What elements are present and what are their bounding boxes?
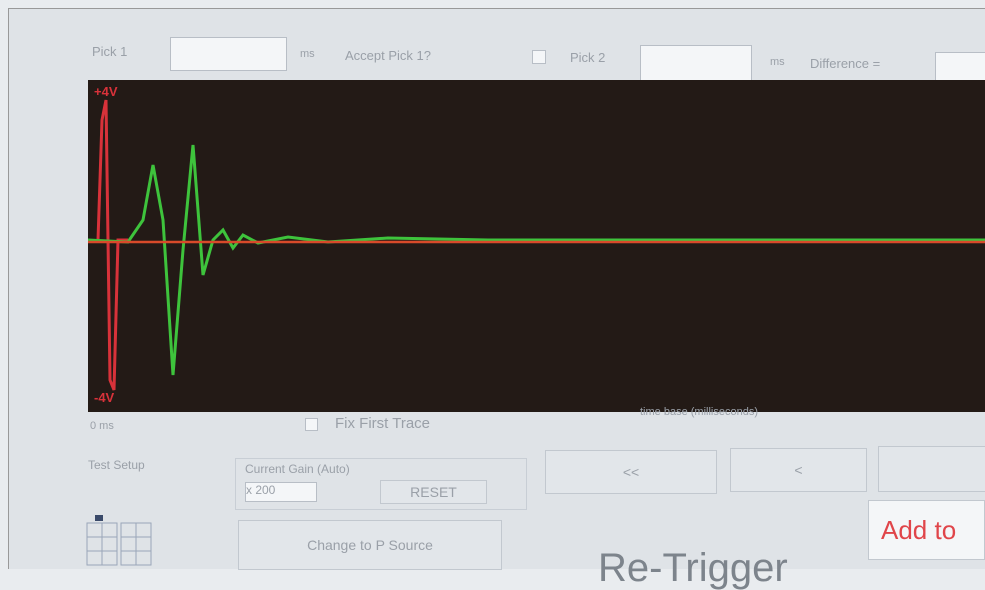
pick1-unit: ms (300, 48, 315, 60)
origin-label: 0 ms (90, 420, 114, 432)
gain-input[interactable]: x 200 (245, 482, 317, 502)
difference-label: Difference = (810, 56, 880, 71)
pick2-unit: ms (770, 56, 785, 68)
back-fast-button[interactable]: << (545, 450, 717, 494)
pick1-label: Pick 1 (92, 44, 127, 59)
scope-bg (88, 80, 985, 412)
pick1-input[interactable] (170, 37, 287, 71)
page: Pick 1 ms Accept Pick 1? Pick 2 ms Diffe… (0, 0, 985, 575)
pick2-label: Pick 2 (570, 50, 605, 65)
top-label: +4V (94, 84, 118, 99)
time-axis-label: time base (milliseconds) (640, 406, 758, 418)
icon-mark (95, 515, 103, 521)
pick2-input[interactable] (640, 45, 752, 81)
scope: +4V -4V (88, 80, 985, 412)
back-button[interactable]: < (730, 448, 867, 492)
accept-checkbox[interactable] (532, 50, 546, 64)
icon-grid-lines (87, 523, 151, 565)
grid-icon (85, 515, 155, 567)
retrigger-label: Re-Trigger (598, 548, 788, 588)
blank-button[interactable] (878, 446, 985, 492)
reset-button[interactable]: RESET (380, 480, 487, 504)
gain-label: Current Gain (Auto) (245, 462, 350, 476)
add-to-button[interactable]: Add to (868, 500, 985, 560)
test-setup-label: Test Setup (88, 458, 145, 472)
bottom-label: -4V (94, 390, 115, 405)
fix-trace-checkbox[interactable] (305, 418, 318, 431)
fix-trace-label: Fix First Trace (335, 415, 430, 432)
accept-label: Accept Pick 1? (345, 48, 431, 63)
change-source-button[interactable]: Change to P Source (238, 520, 502, 570)
